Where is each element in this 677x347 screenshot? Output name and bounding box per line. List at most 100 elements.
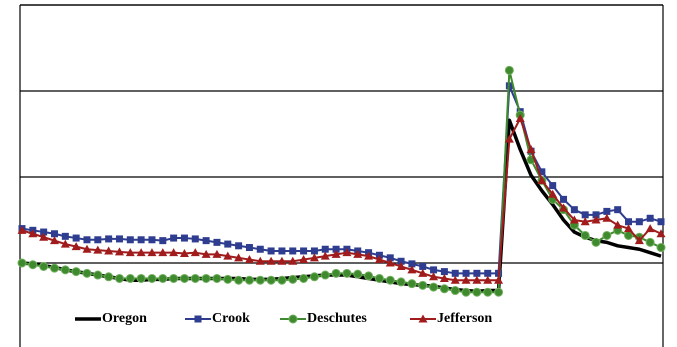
point xyxy=(591,237,601,247)
point xyxy=(331,268,341,278)
point xyxy=(494,287,504,297)
point xyxy=(277,275,287,285)
point xyxy=(267,247,275,255)
point xyxy=(158,248,168,257)
point xyxy=(580,217,590,226)
point xyxy=(309,272,319,282)
point xyxy=(440,268,448,276)
point xyxy=(201,273,211,283)
point xyxy=(386,254,394,262)
point xyxy=(136,248,146,257)
point xyxy=(560,195,568,203)
point xyxy=(278,247,286,255)
point xyxy=(180,234,188,242)
point xyxy=(484,269,492,277)
point xyxy=(300,247,308,255)
point xyxy=(569,215,579,224)
point xyxy=(472,287,482,297)
point xyxy=(190,248,200,257)
point xyxy=(223,251,233,260)
point xyxy=(93,245,103,254)
point xyxy=(212,273,222,283)
point xyxy=(602,213,612,222)
point xyxy=(114,247,124,256)
point xyxy=(451,269,459,277)
point xyxy=(256,245,264,253)
point xyxy=(548,189,558,198)
point xyxy=(483,275,493,284)
point xyxy=(430,266,438,274)
point xyxy=(450,275,460,284)
point xyxy=(93,270,103,280)
point xyxy=(244,255,254,264)
point xyxy=(321,245,329,253)
point xyxy=(418,268,428,277)
point xyxy=(147,273,157,283)
point xyxy=(61,232,69,240)
point xyxy=(169,248,179,257)
point xyxy=(320,270,330,280)
point xyxy=(299,255,309,264)
point xyxy=(472,275,482,284)
point xyxy=(538,168,546,176)
point xyxy=(408,260,416,268)
series xyxy=(17,114,666,284)
legend-label: Oregon xyxy=(102,311,147,326)
legend-label: Deschutes xyxy=(307,311,367,326)
point xyxy=(407,265,417,274)
point xyxy=(429,282,439,292)
point xyxy=(17,258,27,268)
point xyxy=(613,220,623,229)
point xyxy=(235,242,243,250)
point xyxy=(288,314,298,324)
point xyxy=(657,218,665,226)
point xyxy=(634,236,644,245)
point xyxy=(645,224,655,233)
point xyxy=(60,265,70,275)
point xyxy=(194,315,202,323)
series-line xyxy=(21,84,662,275)
point xyxy=(635,218,643,226)
point xyxy=(418,314,428,323)
legend: Oregon Crook Deschutes Jefferson xyxy=(75,311,492,326)
point xyxy=(342,268,352,278)
point xyxy=(549,182,557,190)
point xyxy=(125,248,135,257)
point xyxy=(115,235,123,243)
point xyxy=(483,287,493,297)
point xyxy=(397,257,405,265)
point xyxy=(245,244,253,252)
point xyxy=(374,273,384,283)
point xyxy=(419,262,427,270)
point xyxy=(591,215,601,224)
point xyxy=(39,261,49,271)
point xyxy=(147,248,157,257)
point xyxy=(255,275,265,285)
point xyxy=(625,218,633,226)
point xyxy=(60,239,70,248)
series-layer xyxy=(17,65,666,297)
point xyxy=(148,236,156,244)
point xyxy=(429,272,439,281)
point xyxy=(364,251,374,260)
point xyxy=(169,273,179,283)
point xyxy=(288,274,298,284)
point xyxy=(191,235,199,243)
point xyxy=(537,175,547,184)
point xyxy=(656,229,666,238)
point xyxy=(645,237,655,247)
point xyxy=(234,253,244,262)
point xyxy=(105,235,113,243)
point xyxy=(125,273,135,283)
point xyxy=(159,237,167,245)
point xyxy=(213,238,221,246)
point xyxy=(310,247,318,255)
point xyxy=(126,236,134,244)
point xyxy=(82,268,92,278)
point xyxy=(82,244,92,253)
point xyxy=(28,229,38,238)
point xyxy=(385,275,395,285)
point xyxy=(114,273,124,283)
